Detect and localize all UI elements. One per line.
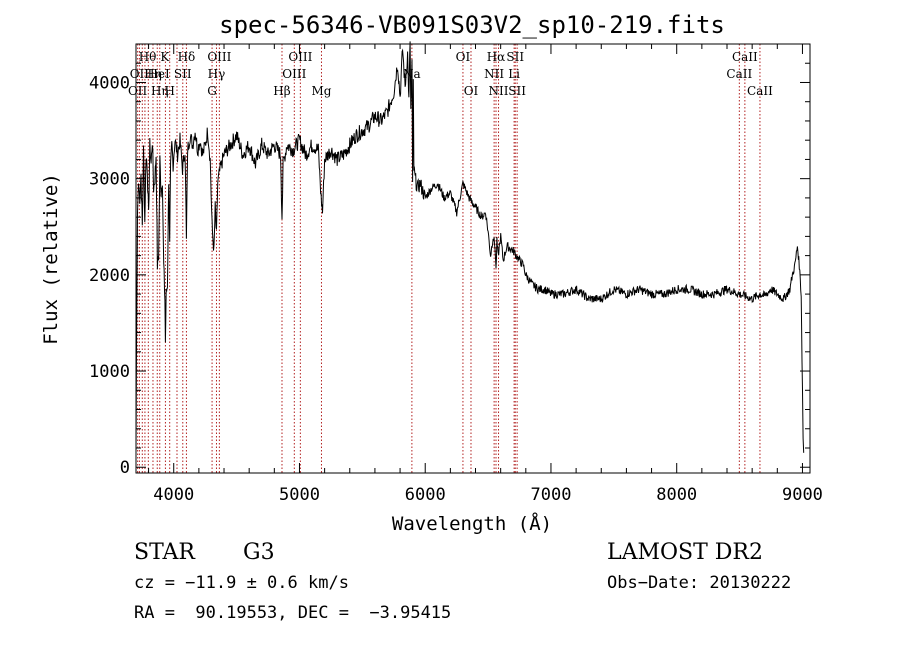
line-label: OIII (288, 50, 312, 64)
line-label: OI (464, 84, 479, 98)
chart-title: spec-56346-VB091S03V2_sp10-219.fits (219, 11, 725, 39)
x-axis-label: Wavelength (Å) (392, 512, 552, 535)
y-axis-label: Flux (relative) (40, 173, 62, 345)
line-label: Hγ (208, 67, 226, 81)
line-label: Hδ (178, 50, 196, 64)
line-label: Li (508, 67, 520, 81)
observation-date: Obs−Date: 20130222 (607, 573, 792, 593)
object-class: STAR (134, 540, 195, 565)
line-label: NII (489, 84, 509, 98)
line-label: Hα (487, 50, 506, 64)
y-tick-label: 4000 (89, 73, 130, 93)
line-label: SII (506, 50, 524, 64)
line-label: CaII (726, 67, 752, 81)
x-tick-label: 4000 (153, 485, 194, 505)
x-tick-label: 8000 (656, 485, 697, 505)
y-tick-label: 3000 (89, 170, 130, 190)
object-subclass: G3 (243, 540, 275, 565)
line-label: HeI (147, 67, 170, 81)
x-tick-label: 6000 (405, 485, 446, 505)
line-label: NII (484, 67, 504, 81)
line-label: Hθ (139, 50, 157, 64)
x-tick-label: 5000 (279, 485, 320, 505)
x-tick-label: 9000 (782, 485, 823, 505)
x-tick-label: 7000 (530, 485, 571, 505)
line-label: OIII (282, 67, 306, 81)
line-label: Hβ (273, 84, 290, 98)
line-label: H (164, 84, 174, 98)
line-label: Mg (311, 84, 331, 98)
redshift-readout: cz = −11.9 ± 0.6 km/s (134, 573, 349, 593)
x-axis: 4000 5000 6000 7000 8000 9000 (148, 44, 823, 505)
line-label: OII (128, 84, 148, 98)
spectral-line-markers (137, 44, 761, 473)
coordinates-readout: RA = 90.19553, DEC = −3.95415 (134, 603, 452, 623)
line-label: OIII (207, 50, 231, 64)
line-label: G (207, 84, 217, 98)
line-label: K (160, 50, 170, 64)
line-label: OI (456, 50, 471, 64)
plot-frame (135, 43, 811, 474)
y-tick-label: 0 (120, 458, 130, 478)
line-label: Hη (144, 67, 162, 81)
y-tick-label: 2000 (89, 266, 130, 286)
line-label: CaII (732, 50, 758, 64)
line-label: CaII (747, 84, 773, 98)
line-label: Hη (151, 84, 169, 98)
y-tick-label: 1000 (89, 362, 130, 382)
survey-name: LAMOST DR2 (607, 540, 763, 565)
line-label: OII (130, 67, 150, 81)
line-label: SII (174, 67, 192, 81)
spectrum-line (135, 41, 805, 453)
line-label: SII (508, 84, 526, 98)
y-axis: 0 1000 2000 3000 4000 (89, 43, 810, 478)
